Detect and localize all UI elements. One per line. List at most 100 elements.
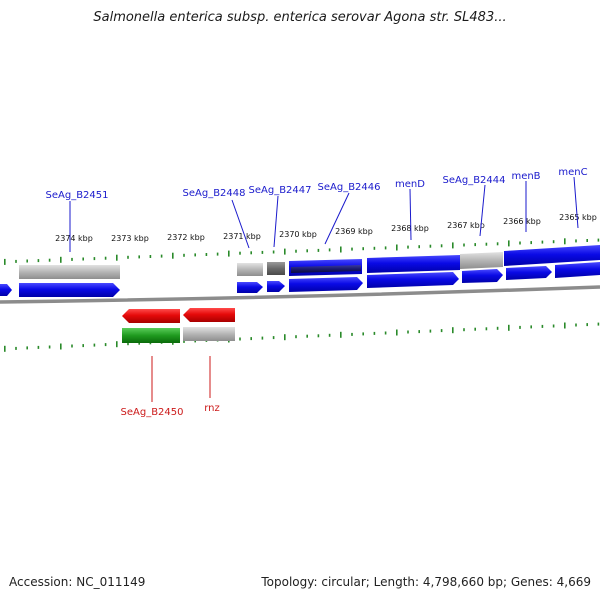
- tick-mark: [496, 326, 499, 330]
- tick-mark: [306, 334, 308, 338]
- tick-mark: [48, 258, 51, 262]
- tick-mark: [116, 254, 118, 261]
- tick-mark: [250, 251, 252, 255]
- genome-summary-text: Topology: circular; Length: 4,798,660 bp…: [261, 575, 591, 589]
- tick-mark: [183, 339, 185, 343]
- tick-mark: [597, 238, 600, 242]
- tick-mark: [373, 246, 376, 250]
- tick-mark: [362, 247, 364, 251]
- tick-mark: [597, 322, 600, 326]
- forward-label-leaders: [69, 176, 579, 252]
- tick-mark: [474, 327, 476, 331]
- tick-mark: [373, 331, 376, 335]
- tick-mark: [452, 242, 454, 249]
- tick-dots-top: [4, 238, 600, 265]
- tick-mark: [71, 344, 73, 348]
- cds-arrow[interactable]: [367, 272, 459, 288]
- gene-label[interactable]: SeAg_B2448: [183, 188, 246, 199]
- tick-mark: [552, 324, 555, 328]
- tick-mark: [541, 240, 544, 244]
- gene-label[interactable]: SeAg_B2444: [443, 175, 506, 186]
- tick-mark: [519, 241, 521, 245]
- gene-block[interactable]: [460, 252, 503, 269]
- tick-mark: [4, 345, 6, 352]
- cds-arrow[interactable]: [506, 266, 552, 280]
- gene-block-green[interactable]: [122, 328, 180, 343]
- tick-mark: [384, 246, 387, 250]
- tick-mark: [26, 346, 28, 350]
- cds-arrow-reverse[interactable]: [122, 309, 180, 323]
- cds-arrow[interactable]: [555, 262, 600, 278]
- tick-mark: [160, 254, 163, 258]
- tick-mark: [295, 249, 297, 253]
- gene-block[interactable]: [237, 263, 263, 276]
- tick-mark: [317, 248, 320, 252]
- cds-arrow[interactable]: [237, 282, 263, 293]
- tick-mark: [104, 256, 107, 260]
- reverse-label-leaders: [151, 356, 211, 402]
- tick-label: 2371 kbp: [223, 232, 261, 241]
- tick-mark: [519, 325, 521, 329]
- tick-mark: [138, 255, 140, 259]
- tick-label: 2366 kbp: [503, 217, 541, 226]
- tick-mark: [564, 322, 566, 329]
- accession-text: Accession: NC_011149: [9, 575, 146, 589]
- cds-arrow[interactable]: [0, 284, 12, 296]
- gene-label[interactable]: SeAg_B2447: [249, 185, 312, 196]
- tick-mark: [82, 344, 84, 348]
- tick-mark: [205, 253, 208, 256]
- cds-arrow[interactable]: [462, 269, 503, 283]
- gene-label[interactable]: menB: [511, 171, 540, 182]
- tick-dots-bottom: [4, 322, 600, 352]
- tick-mark: [362, 332, 364, 336]
- tick-mark: [575, 323, 577, 327]
- tick-mark: [216, 252, 219, 256]
- gene-block[interactable]: [19, 265, 120, 279]
- tick-mark: [284, 334, 286, 341]
- gene-label[interactable]: SeAg_B2451: [46, 190, 109, 201]
- tick-label: 2370 kbp: [279, 230, 317, 239]
- gene-label[interactable]: SeAg_B2446: [318, 182, 381, 193]
- tick-mark: [496, 242, 499, 246]
- tick-label: 2374 kbp: [55, 234, 93, 243]
- gene-block[interactable]: [183, 327, 235, 341]
- cds-arrow[interactable]: [289, 277, 363, 292]
- tick-mark: [418, 245, 420, 249]
- forward-gene-labels: SeAg_B2451 SeAg_B2448 SeAg_B2447 SeAg_B2…: [46, 167, 588, 201]
- tick-mark: [463, 243, 465, 247]
- tick-mark: [384, 331, 387, 335]
- gene-label[interactable]: menC: [558, 167, 587, 178]
- tick-mark: [60, 256, 62, 263]
- tick-label: 2365 kbp: [559, 213, 597, 222]
- gene-block[interactable]: [367, 255, 460, 273]
- tick-mark: [26, 259, 28, 263]
- gene-label[interactable]: rnz: [204, 403, 220, 414]
- tick-mark: [272, 336, 275, 340]
- tick-mark: [71, 257, 73, 261]
- gene-label[interactable]: SeAg_B2450: [121, 407, 184, 418]
- cds-arrow-reverse[interactable]: [183, 308, 235, 322]
- forward-cds-row: [0, 262, 600, 297]
- tick-mark: [295, 335, 297, 339]
- tick-mark: [194, 253, 196, 257]
- tick-mark: [429, 329, 432, 333]
- tick-mark: [228, 250, 230, 257]
- tick-mark: [351, 247, 353, 251]
- cds-arrow[interactable]: [267, 281, 285, 292]
- gene-label[interactable]: menD: [395, 179, 425, 190]
- tick-mark: [261, 250, 264, 254]
- forward-gene-row: [19, 245, 600, 279]
- tick-mark: [317, 334, 320, 338]
- tick-mark: [340, 246, 342, 253]
- cds-arrow[interactable]: [19, 283, 120, 297]
- gene-block[interactable]: [267, 262, 285, 275]
- tick-mark: [575, 239, 577, 243]
- tick-labels: 2374 kbp 2373 kbp 2372 kbp 2371 kbp 2370 kbp…: [55, 213, 597, 243]
- genome-backbone: [0, 285, 600, 304]
- tick-mark: [272, 250, 275, 254]
- tick-mark: [530, 325, 532, 329]
- tick-mark: [37, 259, 40, 263]
- gene-block[interactable]: [504, 245, 600, 266]
- tick-mark: [138, 341, 140, 345]
